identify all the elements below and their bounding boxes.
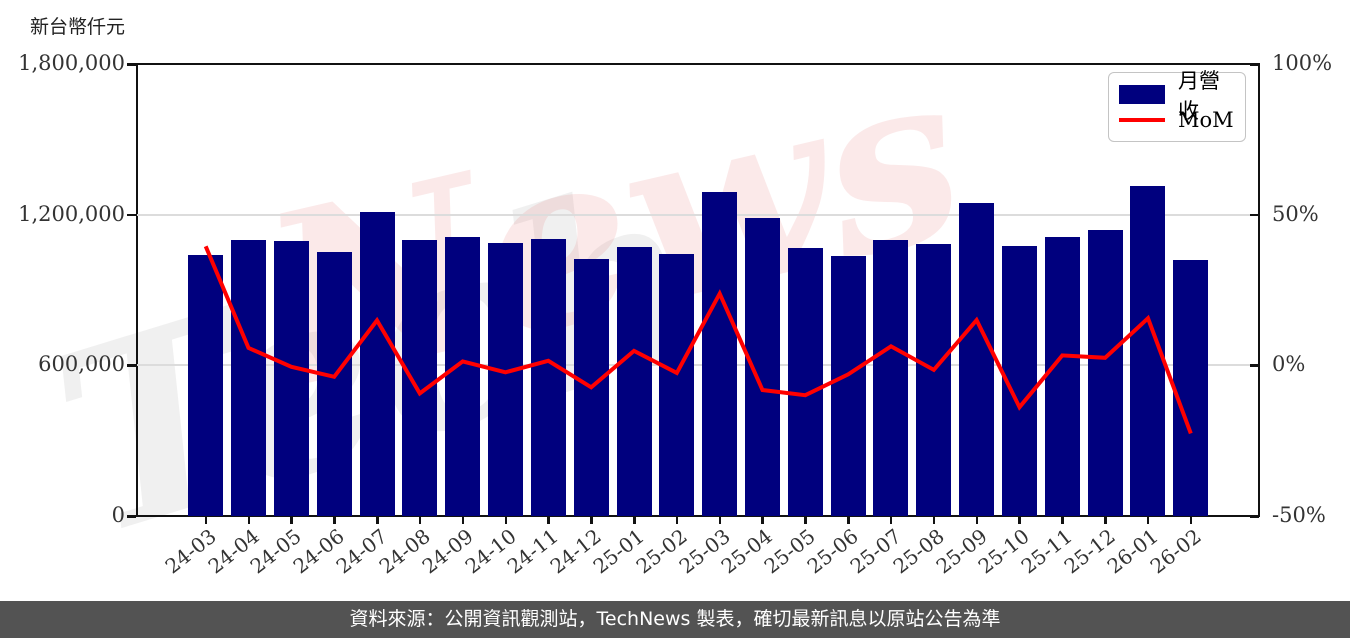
grid-line (137, 364, 1259, 367)
right-axis-tick (1250, 213, 1259, 217)
right-axis-tick-label: 100% (1272, 51, 1333, 75)
right-axis-tick (1250, 515, 1259, 518)
x-axis-tick (547, 517, 550, 524)
legend-label-revenue: 月營收 (1178, 68, 1220, 123)
bar (830, 255, 866, 516)
bar (402, 240, 438, 516)
bar (616, 247, 652, 516)
left-axis-tick (127, 515, 136, 518)
bar (316, 251, 352, 516)
bar (188, 254, 224, 516)
x-axis-tick (975, 517, 979, 524)
x-axis-tick (1146, 517, 1150, 524)
legend-item-mom: MoM (1119, 107, 1235, 132)
x-axis-tick (675, 517, 679, 524)
x-axis-tick (247, 517, 251, 524)
x-axis-tick (504, 517, 507, 524)
source-footer: 資料來源：公開資訊觀測站，TechNews 製表，確切最新訊息以原站公告為準 (0, 601, 1350, 638)
x-axis-tick (418, 517, 422, 524)
left-axis-tick-label: 600,000 (38, 352, 125, 377)
x-axis-tick (204, 517, 208, 524)
bar (273, 241, 309, 516)
bar (530, 239, 566, 516)
right-axis-tick-label: -50% (1272, 503, 1326, 527)
bar (959, 202, 995, 516)
plot-area (136, 63, 1260, 517)
x-axis-tick (847, 517, 850, 524)
bar (1173, 260, 1209, 516)
left-axis-tick-label: 0 (111, 503, 125, 527)
x-axis-tick (1104, 517, 1107, 524)
x-axis-tick (590, 517, 593, 524)
right-axis-tick-label: 0% (1272, 352, 1306, 377)
x-axis-tick (290, 517, 293, 524)
x-axis-tick (1189, 517, 1193, 524)
bar (659, 253, 695, 516)
y-axis-unit-label: 新台幣仟元 (30, 16, 126, 38)
x-axis-tick (889, 517, 893, 524)
bar (787, 247, 823, 516)
bar (702, 191, 738, 516)
legend-label-mom: MoM (1178, 107, 1234, 132)
bar (445, 236, 481, 516)
legend: 月營收 MoM (1108, 69, 1246, 142)
legend-item-revenue: 月營收 (1119, 69, 1235, 123)
left-axis-tick (127, 364, 136, 367)
left-axis-tick-label: 1,200,000 (18, 201, 125, 226)
bar (359, 212, 395, 516)
mom-line-swatch (1119, 117, 1165, 122)
revenue-bar-swatch (1119, 85, 1165, 104)
x-axis-tick (333, 517, 336, 524)
x-axis-tick (1018, 517, 1021, 524)
left-axis-tick (127, 213, 136, 217)
x-axis-tick (761, 517, 764, 524)
mom-line (203, 245, 1193, 435)
bar (873, 239, 909, 516)
bar (231, 239, 267, 516)
x-axis-tick (932, 517, 936, 524)
x-axis-tick (461, 517, 465, 524)
right-axis-tick-label: 50% (1272, 201, 1319, 226)
bar (1087, 230, 1123, 516)
bar (1044, 237, 1080, 516)
left-axis-tick (127, 63, 136, 66)
bar (488, 243, 523, 516)
right-axis-tick (1250, 364, 1259, 367)
bar (916, 243, 952, 516)
x-axis-tick (718, 517, 722, 524)
x-axis-tick (633, 517, 636, 524)
left-axis-tick-label: 1,800,000 (18, 51, 125, 75)
right-axis-tick (1250, 63, 1259, 66)
x-axis-tick (804, 517, 807, 524)
x-axis-tick (376, 517, 379, 524)
x-axis-tick (1061, 517, 1064, 524)
grid-line (137, 213, 1259, 216)
